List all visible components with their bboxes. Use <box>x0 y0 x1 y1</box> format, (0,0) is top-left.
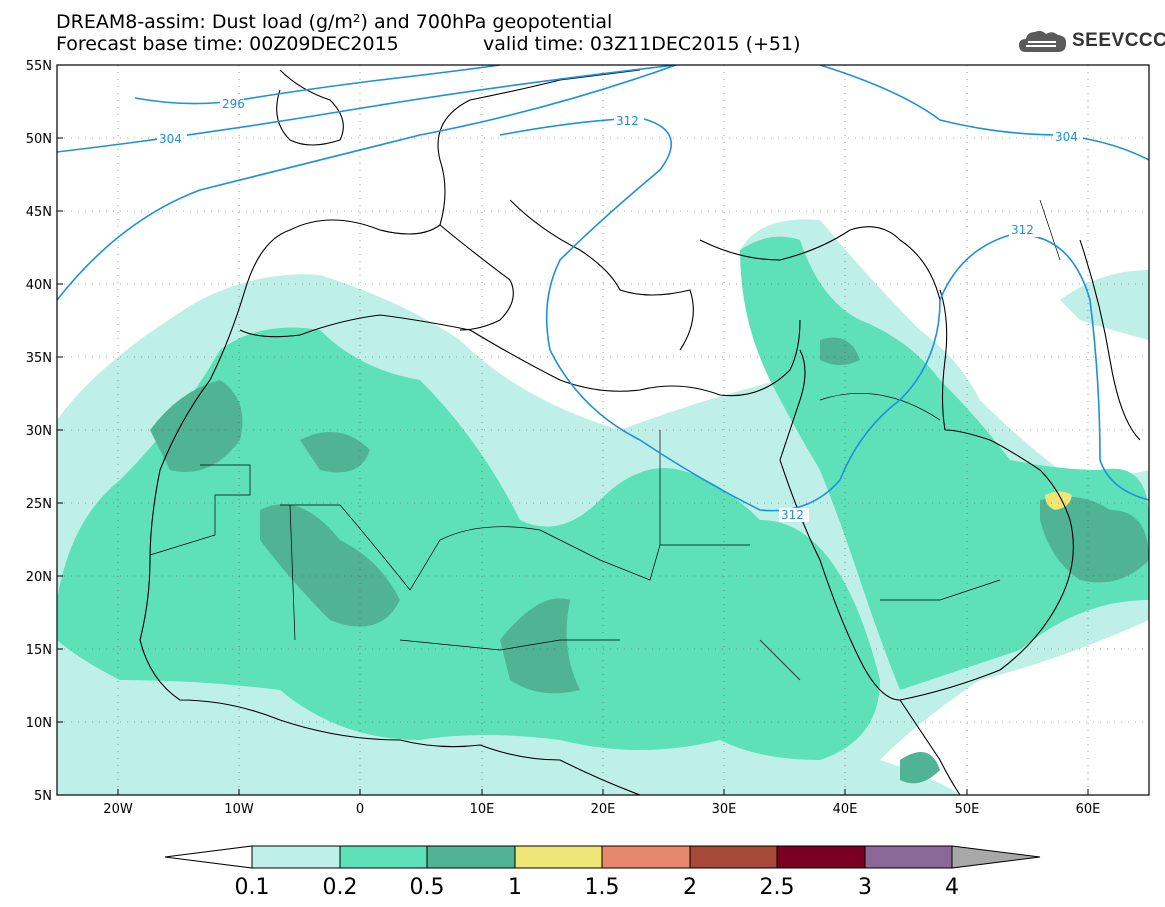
geopotential-isolines <box>57 65 1149 512</box>
lat-label-10n: 10N <box>26 716 52 731</box>
contour-label-312-red-sea: 312 <box>781 508 804 522</box>
colorbar-bin-2-5 <box>776 845 866 869</box>
lat-label-55n: 55N <box>26 59 52 74</box>
colorbar-bin-0-2 <box>339 845 428 869</box>
country-borders <box>149 199 1061 681</box>
lat-label-35n: 35N <box>26 351 52 366</box>
lon-label-30e: 30E <box>712 802 737 817</box>
colorbar-label-2: 2 <box>683 875 697 900</box>
lat-label-50n: 50N <box>26 132 52 147</box>
colorbar-bin-0-1 <box>251 845 341 869</box>
colorbar-label-1-5: 1.5 <box>585 875 620 900</box>
lon-label-10w: 10W <box>224 802 254 817</box>
lon-label-10e: 10E <box>470 802 495 817</box>
tick-marks <box>57 137 1089 795</box>
colorbar-bin-2 <box>689 845 778 869</box>
lat-label-45n: 45N <box>26 205 52 220</box>
lat-label-20n: 20N <box>26 570 52 585</box>
colorbar-label-4: 4 <box>945 875 959 900</box>
lat-label-25n: 25N <box>26 497 52 512</box>
contour-label-312: 312 <box>616 114 639 128</box>
colorbar-label-3: 3 <box>858 875 872 900</box>
colorbar-high-arrow <box>951 845 1041 869</box>
colorbar-label-2-5: 2.5 <box>760 875 795 900</box>
contour-label-304-east: 304 <box>1055 130 1078 144</box>
lon-label-50e: 50E <box>955 802 980 817</box>
colorbar-bin-1-5 <box>601 845 691 869</box>
contour-label-312-caspian: 312 <box>1011 223 1034 237</box>
colorbar-label-0-2: 0.2 <box>323 875 358 900</box>
latitude-labels: 55N 50N 45N 40N 35N 30N 25N 20N 15N 10N … <box>26 59 52 804</box>
colorbar-bin-0-5 <box>426 845 516 869</box>
lon-label-60e: 60E <box>1076 802 1101 817</box>
cloud-icon <box>1019 30 1067 52</box>
colorbar-label-0-5: 0.5 <box>410 875 445 900</box>
map-title: DREAM8-assim: Dust load (g/m²) and 700hP… <box>56 11 613 33</box>
colorbar-low-arrow <box>164 845 253 869</box>
lon-label-40e: 40E <box>833 802 858 817</box>
forecast-base-time: Forecast base time: 00Z09DEC2015 <box>56 33 399 55</box>
longitude-labels: 20W 10W 0 10E 20E 30E 40E 50E 60E <box>103 802 1100 817</box>
coastlines <box>139 69 1141 795</box>
contour-label-296: 296 <box>222 97 245 111</box>
dust-field-1 <box>1045 491 1072 510</box>
contour-label-304: 304 <box>159 132 182 146</box>
contour-labels: 296 304 304 312 312 312 <box>157 97 1083 522</box>
valid-time: valid time: 03Z11DEC2015 (+51) <box>483 33 801 55</box>
lon-label-20w: 20W <box>103 802 133 817</box>
colorbar-labels: 0.1 0.2 0.5 1 1.5 2 2.5 3 4 <box>235 875 960 900</box>
colorbar-bin-3 <box>864 845 953 869</box>
colorbar-label-0-1: 0.1 <box>235 875 270 900</box>
lat-label-40n: 40N <box>26 278 52 293</box>
lat-label-5n: 5N <box>34 789 52 804</box>
colorbar-bin-1 <box>514 845 603 869</box>
dust-field-0-5 <box>150 337 1149 784</box>
seevccc-logo: SEEVCCC <box>1018 28 1165 54</box>
lat-label-15n: 15N <box>26 643 52 658</box>
lon-label-20e: 20E <box>591 802 616 817</box>
lat-label-30n: 30N <box>26 424 52 439</box>
colorbar-label-1: 1 <box>508 875 522 900</box>
colorbar <box>164 845 1041 869</box>
graticule <box>57 65 1149 795</box>
logo-text: SEEVCCC <box>1072 30 1165 51</box>
lon-label-0: 0 <box>356 802 364 817</box>
